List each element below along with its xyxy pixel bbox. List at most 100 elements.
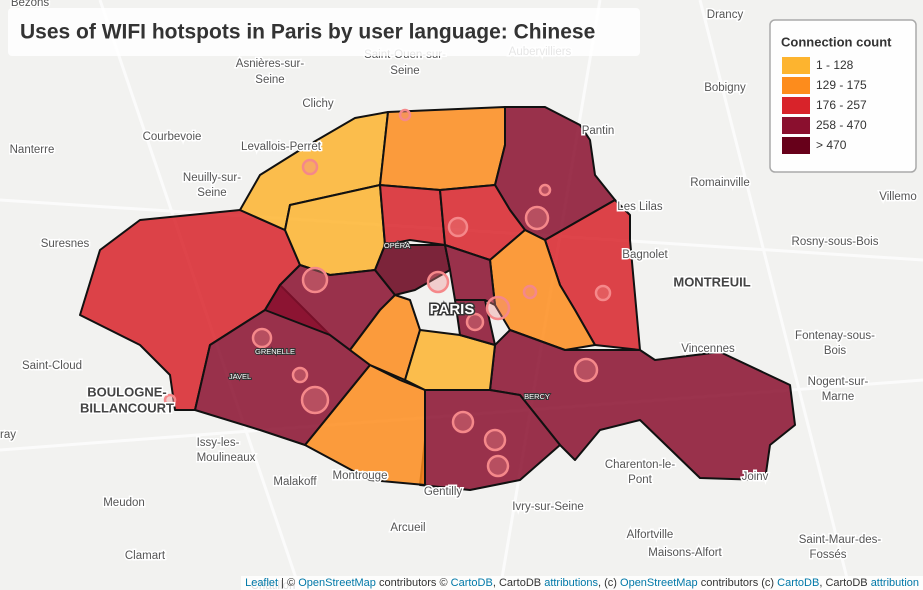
legend-label: 129 - 175	[816, 78, 867, 92]
place-label: BERCY	[524, 392, 550, 401]
place-label: GRENELLE	[255, 347, 295, 356]
place-label: Seine	[255, 74, 284, 86]
place-label: Pantin	[582, 125, 615, 137]
place-label: Issy-les-	[197, 437, 240, 449]
place-label: Romainville	[690, 177, 749, 189]
legend-swatch	[782, 97, 810, 114]
legend-label: > 470	[816, 138, 847, 152]
place-label: Pont	[628, 474, 652, 486]
place-label: Asnières-sur-	[236, 58, 305, 70]
legend-swatch	[782, 117, 810, 134]
hotspot	[291, 366, 309, 384]
place-label: MONTREUIL	[673, 274, 750, 289]
hotspot	[524, 205, 550, 231]
legend-label: 1 - 128	[816, 58, 854, 72]
hotspot	[538, 183, 552, 197]
attribution-link[interactable]: CartoDB	[777, 577, 820, 589]
attribution-text: , CartoDB	[819, 577, 871, 589]
hotspot	[301, 158, 319, 176]
place-label: Seine	[197, 187, 226, 199]
place-label: OPÉRA	[384, 241, 410, 250]
place-label: Alfortville	[627, 529, 674, 541]
place-label: JAVEL	[229, 372, 251, 381]
hotspot	[594, 284, 612, 302]
place-label: Suresnes	[41, 238, 90, 250]
place-label: Courbevoie	[143, 131, 202, 143]
district	[444, 244, 496, 306]
hotspot	[447, 216, 469, 238]
attribution-text: , CartoDB	[492, 577, 545, 589]
attribution-link[interactable]: OpenStreetMap	[620, 577, 698, 589]
legend-label: 176 - 257	[816, 98, 867, 112]
hotspot	[486, 454, 510, 478]
place-label: Charenton-le-	[605, 459, 675, 471]
place-label: Gentilly	[424, 486, 463, 498]
hotspot	[451, 410, 475, 434]
place-label: Nanterre	[10, 144, 55, 156]
legend-items: 1 - 128 129 - 175 176 - 257 258 - 470 > 470	[782, 57, 867, 154]
place-label: Neuilly-sur-	[183, 172, 241, 184]
hotspot	[483, 428, 507, 452]
map-title: Uses of WIFI hotspots in Paris by user l…	[20, 21, 595, 44]
legend-swatch	[782, 77, 810, 94]
place-label: Saint-Maur-des-	[799, 534, 882, 546]
attribution-link[interactable]: attribution	[870, 577, 919, 589]
place-label: Montrouge	[333, 470, 388, 482]
hotspot	[426, 270, 450, 294]
hotspot	[163, 393, 177, 407]
hotspot	[465, 312, 485, 332]
place-label: Drancy	[707, 9, 744, 21]
title-box	[8, 8, 640, 56]
hotspot	[300, 385, 330, 415]
place-label: Arcueil	[390, 522, 425, 534]
arrondissements	[79, 106, 796, 491]
place-label: Malakoff	[273, 476, 317, 488]
place-label: Bobigny	[704, 82, 746, 94]
place-label: Ivry-sur-Seine	[512, 501, 584, 513]
place-label: Fossés	[809, 549, 846, 561]
place-label: Meudon	[103, 497, 145, 509]
legend-swatch	[782, 137, 810, 154]
hotspot	[301, 266, 329, 294]
district	[379, 184, 446, 246]
district	[379, 106, 506, 191]
attribution-link[interactable]: attributions	[544, 577, 599, 589]
attribution: Leaflet | © OpenStreetMap contributors ©…	[241, 576, 923, 590]
attribution-text: , (c)	[598, 577, 621, 589]
place-label: Bois	[824, 345, 847, 357]
place-label: Rosny-sous-Bois	[792, 236, 879, 248]
place-label: ray	[0, 429, 16, 441]
place-label: Joinv	[742, 471, 769, 483]
place-label: Villemo	[879, 191, 917, 203]
hotspot	[522, 284, 538, 300]
place-label: Clichy	[302, 98, 334, 110]
place-label: Fontenay-sous-	[795, 330, 875, 342]
place-label: Clamart	[125, 550, 166, 562]
legend-swatch	[782, 57, 810, 74]
attribution-text: | ©	[278, 577, 299, 589]
attribution-text: contributors ©	[375, 577, 451, 589]
place-label: Seine	[390, 65, 419, 77]
place-label: Vincennes	[681, 343, 735, 355]
legend-title: Connection count	[781, 34, 892, 49]
hotspot	[251, 327, 273, 349]
place-label: Bezons	[11, 0, 50, 9]
place-label: Bagnolet	[622, 249, 668, 261]
attribution-text: contributors (c)	[697, 577, 778, 589]
place-label: Nogent-sur-	[808, 376, 869, 388]
place-label: BILLANCOURT	[80, 400, 174, 415]
hotspot	[398, 108, 412, 122]
place-label: Levallois-Perret	[241, 141, 322, 153]
attribution-link[interactable]: Leaflet	[245, 577, 279, 589]
place-label: BOULOGNE-	[87, 384, 166, 399]
attribution-link[interactable]: CartoDB	[450, 577, 493, 589]
attribution-link[interactable]: OpenStreetMap	[298, 577, 376, 589]
place-label: Moulineaux	[197, 452, 256, 464]
place-label: Les Lilas	[617, 201, 663, 213]
place-label: PARIS	[430, 301, 475, 318]
hotspot	[485, 295, 511, 321]
hotspot	[573, 357, 599, 383]
place-label: Marne	[822, 391, 855, 403]
